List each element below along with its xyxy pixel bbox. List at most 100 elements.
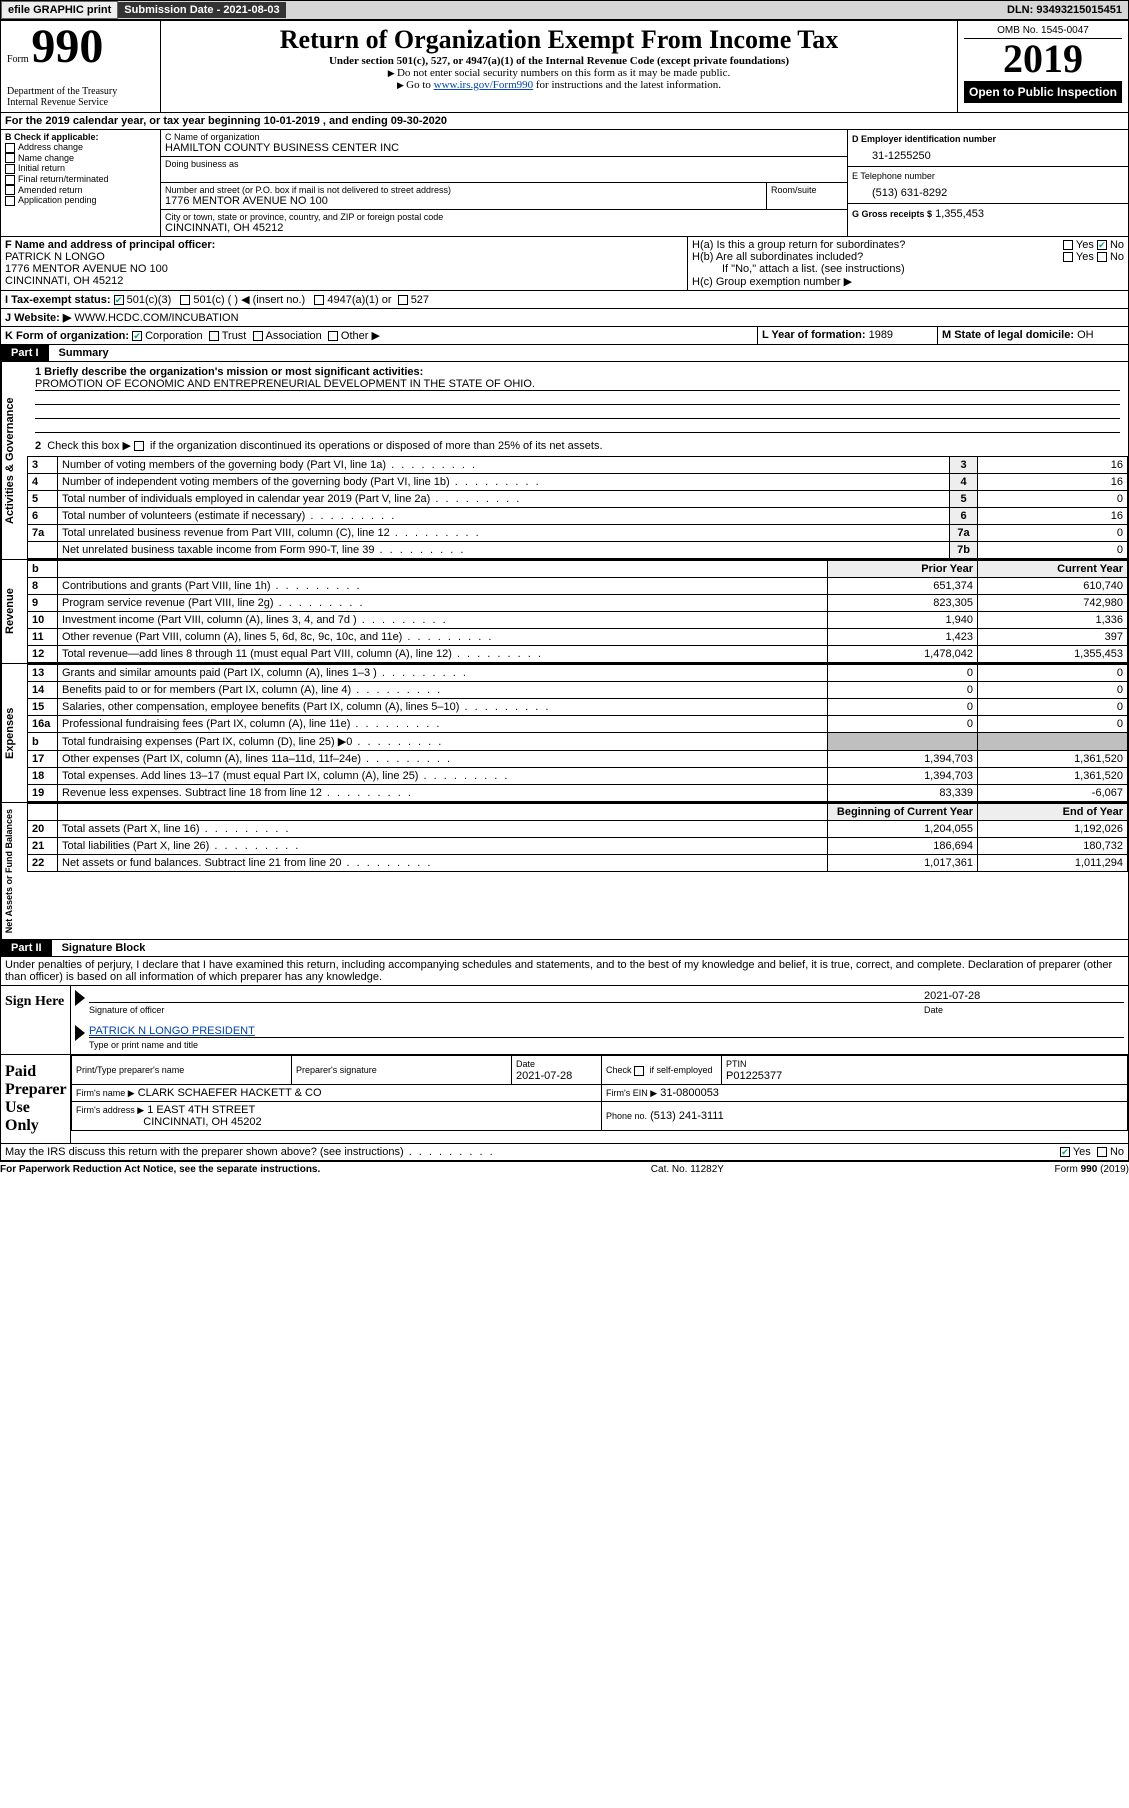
sig-arrow-icon [75, 990, 85, 1006]
efile-print-button[interactable]: efile GRAPHIC print [1, 1, 118, 19]
org-name-label: C Name of organization [165, 132, 843, 142]
h-a: H(a) Is this a group return for subordin… [692, 239, 905, 251]
box-h: H(a) Is this a group return for subordin… [688, 237, 1128, 290]
expenses-section: Expenses 13Grants and similar amounts pa… [0, 664, 1129, 803]
officer-label: F Name and address of principal officer: [5, 239, 215, 251]
firm-addr2: CINCINNATI, OH 45202 [143, 1116, 261, 1128]
ptin: P01225377 [726, 1070, 782, 1082]
irs-link[interactable]: www.irs.gov/Form990 [434, 79, 534, 91]
revenue-section: Revenue b Prior Year Current Year 8Contr… [0, 560, 1129, 664]
line-a-text: For the 2019 calendar year, or tax year … [1, 113, 1128, 129]
perjury-row: Under penalties of perjury, I declare th… [0, 957, 1129, 986]
addr-label: Number and street (or P.O. box if mail i… [165, 185, 762, 195]
prep-date-label: Date [516, 1059, 535, 1069]
part2-label: Part II [1, 940, 52, 956]
boxb-check[interactable] [5, 164, 15, 174]
website-value: WWW.HCDC.COM/INCUBATION [74, 312, 238, 324]
form-title: Return of Organization Exempt From Incom… [167, 25, 951, 55]
dept-irs: Internal Revenue Service [7, 97, 154, 108]
i-4947[interactable] [314, 295, 324, 305]
vert-net: Net Assets or Fund Balances [1, 803, 27, 939]
self-emp-check[interactable] [634, 1066, 644, 1076]
box-deg: D Employer identification number 31-1255… [848, 130, 1128, 236]
note2-pre: Go to [406, 79, 434, 91]
officer-city: CINCINNATI, OH 45212 [5, 275, 123, 287]
governance-table: 3Number of voting members of the governi… [27, 456, 1128, 559]
ha-yes[interactable] [1063, 240, 1073, 250]
vert-revenue: Revenue [1, 560, 27, 663]
firm-name-label: Firm's name ▶ [76, 1088, 135, 1098]
boxb-check[interactable] [5, 185, 15, 195]
box-c: C Name of organization HAMILTON COUNTY B… [161, 130, 848, 236]
form-number: 990 [31, 20, 103, 73]
vert-expenses: Expenses [1, 664, 27, 802]
rev-b: b [28, 561, 58, 578]
form-note-ssn: Do not enter social security numbers on … [167, 67, 951, 79]
i-527[interactable] [398, 295, 408, 305]
form-header: Form 990 Department of the Treasury Inte… [0, 20, 1129, 113]
firm-addr-label: Firm's address ▶ [76, 1105, 144, 1115]
city-label: City or town, state or province, country… [165, 212, 843, 222]
name-title-label: Type or print name and title [89, 1040, 1124, 1050]
firm-name: CLARK SCHAEFER HACKETT & CO [138, 1087, 322, 1099]
k-assoc[interactable] [253, 331, 263, 341]
activities-governance: Activities & Governance 1 Briefly descri… [0, 362, 1129, 560]
expenses-table: 13Grants and similar amounts paid (Part … [27, 664, 1128, 802]
sign-here-label: Sign Here [1, 986, 71, 1054]
part1-title: Summary [49, 345, 119, 361]
city-state-zip: CINCINNATI, OH 45212 [165, 222, 843, 234]
form-note-link: Go to www.irs.gov/Form990 for instructio… [167, 79, 951, 91]
sig-arrow2-icon [75, 1025, 85, 1041]
form-footer: Form 990 (2019) [1055, 1164, 1129, 1175]
curr-year-hdr: Current Year [978, 561, 1128, 578]
box-f: F Name and address of principal officer:… [1, 237, 688, 290]
l-label: L Year of formation: [762, 329, 866, 341]
hb-no[interactable] [1097, 252, 1107, 262]
section-bcdeg: B Check if applicable: Address changeNam… [0, 130, 1129, 237]
street-address: 1776 MENTOR AVENUE NO 100 [165, 195, 762, 207]
state-domicile: OH [1077, 329, 1094, 341]
gross-label: G Gross receipts $ [852, 209, 932, 219]
perjury-text: Under penalties of perjury, I declare th… [1, 957, 1128, 985]
q1-label: 1 Briefly describe the organization's mi… [35, 366, 1120, 378]
net-assets-section: Net Assets or Fund Balances Beginning of… [0, 803, 1129, 940]
gross-value: 1,355,453 [935, 208, 984, 220]
discuss-no[interactable] [1097, 1147, 1107, 1157]
revenue-table: b Prior Year Current Year 8Contributions… [27, 560, 1128, 663]
pra-notice: For Paperwork Reduction Act Notice, see … [0, 1164, 320, 1175]
q2-text: 2 Check this box ▶ if the organization d… [35, 439, 1120, 452]
k-corp[interactable] [132, 331, 142, 341]
org-name: HAMILTON COUNTY BUSINESS CENTER INC [165, 142, 843, 154]
discuss-yes[interactable] [1060, 1147, 1070, 1157]
k-other[interactable] [328, 331, 338, 341]
officer-addr: 1776 MENTOR AVENUE NO 100 [5, 263, 168, 275]
boxb-check[interactable] [5, 143, 15, 153]
preparer-table: Print/Type preparer's name Preparer's si… [71, 1055, 1128, 1131]
officer-name: PATRICK N LONGO [5, 251, 105, 263]
officer-sig-name[interactable]: PATRICK N LONGO PRESIDENT [89, 1025, 255, 1037]
part1-header-row: Part I Summary [0, 345, 1129, 362]
boxb-check[interactable] [5, 153, 15, 163]
form-subtitle: Under section 501(c), 527, or 4947(a)(1)… [167, 55, 951, 67]
k-trust[interactable] [209, 331, 219, 341]
i-501c[interactable] [180, 295, 190, 305]
tax-year: 2019 [964, 39, 1122, 79]
m-label: M State of legal domicile: [942, 329, 1074, 341]
ha-no[interactable] [1097, 240, 1107, 250]
q2-checkbox[interactable] [134, 441, 144, 451]
vert-activities: Activities & Governance [1, 362, 27, 559]
i-501c3[interactable] [114, 295, 124, 305]
room-label: Room/suite [771, 185, 843, 195]
discuss-text: May the IRS discuss this return with the… [5, 1146, 495, 1158]
firm-ein-label: Firm's EIN ▶ [606, 1088, 657, 1098]
boxb-check[interactable] [5, 196, 15, 206]
hb-yes[interactable] [1063, 252, 1073, 262]
phone-label: E Telephone number [852, 171, 1124, 181]
form-id-block: Form 990 Department of the Treasury Inte… [1, 21, 161, 112]
sign-date: 2021-07-28 [924, 990, 1124, 1002]
footer: For Paperwork Reduction Act Notice, see … [0, 1161, 1129, 1175]
j-label: J Website: ▶ [5, 312, 71, 324]
form-title-block: Return of Organization Exempt From Incom… [161, 21, 958, 112]
boxb-check[interactable] [5, 175, 15, 185]
dba-label: Doing business as [165, 159, 843, 169]
